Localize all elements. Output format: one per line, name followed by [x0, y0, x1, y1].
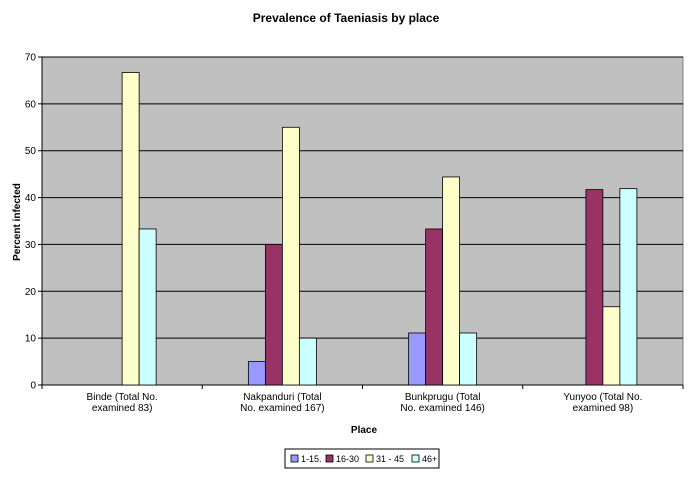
x-axis-title: Place	[351, 425, 378, 436]
y-tick-label: 50	[25, 146, 37, 157]
y-tick-label: 10	[25, 334, 37, 345]
x-category-label: Yunyoo (Total No.	[563, 392, 642, 403]
bar	[585, 189, 604, 386]
bar	[298, 337, 317, 386]
bar	[602, 306, 621, 386]
bar	[459, 332, 478, 386]
bar	[619, 188, 638, 386]
y-axis-title: Percent infected	[12, 183, 23, 261]
chart-title: Prevalence of Taeniasis by place	[253, 11, 440, 25]
x-category-label: Bunkprugu (Total	[405, 392, 481, 403]
x-category-label: Binde (Total No.	[87, 392, 158, 403]
legend-swatch	[411, 454, 420, 463]
x-category-label: examined 98)	[573, 403, 634, 414]
x-category-label: No. examined 146)	[400, 403, 485, 414]
legend-label: 31 - 45	[376, 454, 404, 464]
legend-box	[284, 448, 440, 469]
bar	[442, 176, 461, 386]
legend-label: 1-15.	[301, 454, 322, 464]
bar	[264, 244, 283, 386]
y-tick-label: 70	[25, 53, 37, 64]
bar	[121, 72, 140, 386]
x-category-label: Nakpanduri (Total	[243, 392, 321, 403]
x-category-label: examined 83)	[92, 403, 153, 414]
bar	[281, 126, 300, 386]
bar	[247, 361, 266, 386]
x-category-label: No. examined 167)	[240, 403, 325, 414]
legend-swatch	[365, 454, 374, 463]
y-tick-label: 0	[30, 381, 36, 392]
y-tick-label: 40	[25, 193, 37, 204]
bar	[425, 228, 444, 386]
legend-label: 46+	[422, 454, 437, 464]
y-tick-label: 60	[25, 99, 37, 110]
legend-label: 16-30	[336, 454, 359, 464]
legend: 1-15. 16-30 31 - 45 46+	[284, 448, 440, 469]
bar	[138, 228, 157, 386]
legend-swatch	[325, 454, 334, 463]
legend-swatch	[290, 454, 299, 463]
y-tick-label: 30	[25, 240, 37, 251]
y-tick-label: 20	[25, 287, 37, 298]
bar	[408, 332, 427, 386]
